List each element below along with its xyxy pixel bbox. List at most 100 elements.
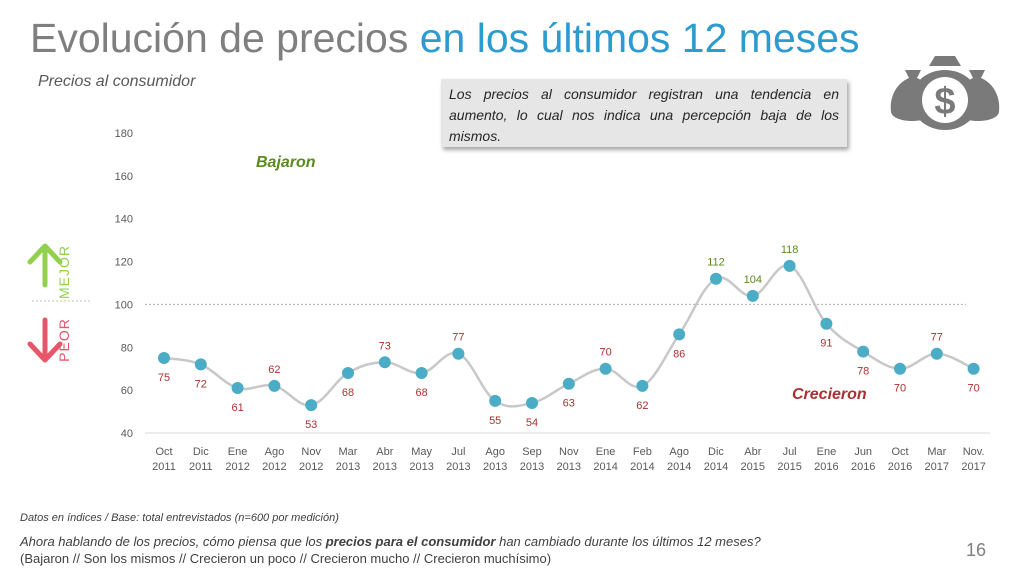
svg-text:$: $ [934,81,955,123]
x-tick-year: 2011 [189,461,213,473]
data-point [194,358,207,371]
x-tick-year: 2016 [851,461,875,473]
data-point [857,345,870,358]
y-tick-label: 160 [115,171,133,183]
page-number: 16 [966,540,987,560]
y-tick-label: 140 [115,214,133,226]
data-point [305,399,318,412]
x-tick-year: 2014 [593,461,617,473]
x-tick-month: Ene [596,446,616,458]
x-tick-year: 2016 [814,461,838,473]
x-tick-month: Oct [891,446,908,458]
data-label: 68 [415,387,427,399]
data-label: 70 [967,383,979,395]
x-tick-month: Feb [633,446,652,458]
data-label: 62 [636,400,648,412]
data-label: 91 [820,338,832,350]
peor-label: PEOR [56,318,72,362]
data-point [415,366,428,379]
x-tick-year: 2016 [888,461,912,473]
data-label: 53 [305,419,317,431]
x-tick-month: Abr [376,446,393,458]
page-title: Evolución de precios en los últimos 12 m… [30,18,860,59]
data-label: 72 [195,378,207,390]
x-tick-year: 2014 [704,461,728,473]
x-tick-month: Nov [559,446,579,458]
x-tick-month: Nov [301,446,321,458]
mejor-label: MEJOR [56,245,72,299]
annotation-crecieron: Crecieron [792,386,867,403]
x-tick-year: 2012 [299,461,323,473]
subtitle: Precios al consumidor [38,73,196,90]
data-label: 62 [268,364,280,376]
data-point [526,396,538,409]
data-label: 61 [231,402,243,414]
x-tick-year: 2017 [961,461,985,473]
data-point [268,379,281,392]
y-tick-label: 80 [121,342,133,354]
answer-options: (Bajaron // Son los mismos // Crecieron … [20,551,552,566]
x-tick-month: Ene [817,446,837,458]
data-label: 54 [526,417,538,429]
x-tick-month: Nov. [963,446,985,458]
x-tick-year: 2013 [336,461,360,473]
y-axis-ticks: 40 60 80 100 120 140 160 180 [115,128,133,440]
data-label: 73 [379,340,391,352]
y-tick-label: 180 [115,128,133,140]
data-point [599,362,612,375]
y-tick-label: 100 [115,299,133,311]
data-label: 86 [673,348,685,360]
x-tick-month: Ago [265,446,285,458]
data-label: 77 [931,332,943,344]
money-bags-icon: $ [890,56,1000,130]
data-point [158,351,170,364]
x-tick-year: 2015 [777,461,801,473]
data-label: 70 [894,383,906,395]
y-tick-label: 60 [121,385,133,397]
x-tick-year: 2013 [446,461,470,473]
title-accent: en los últimos 12 meses [419,15,860,61]
x-tick-year: 2015 [741,461,765,473]
data-label: 75 [158,372,170,384]
x-tick-month: Dic [708,446,724,458]
data-point [967,362,980,375]
x-tick-month: Mar [927,446,946,458]
data-point [231,381,244,394]
x-tick-month: Jul [451,446,465,458]
data-label: 55 [489,415,501,427]
data-point [930,347,943,360]
insight-note: Los precios al consumidor registran una … [441,79,847,147]
data-point [673,328,686,341]
x-axis-labels: Oct 2011 Dic 2011 Ene 2012 Ago 2012 Nov 2012 Mar 20… [152,446,986,473]
annotation-bajaron: Bajaron [256,154,316,171]
x-tick-month: Ago [485,446,505,458]
data-point [452,347,465,360]
x-tick-year: 2014 [667,461,691,473]
x-tick-year: 2013 [520,461,544,473]
x-tick-month: Ene [228,446,248,458]
x-tick-month: Jul [783,446,797,458]
title-main: Evolución de precios [30,15,420,61]
x-tick-year: 2012 [225,461,249,473]
data-point [820,317,833,330]
x-tick-month: Abr [744,446,761,458]
y-tick-label: 40 [121,428,133,440]
x-tick-year: 2013 [483,461,507,473]
question-text-bold: precios para el consumidor [325,534,496,549]
x-tick-month: Jun [854,446,872,458]
data-label: 63 [563,398,575,410]
x-tick-year: 2012 [262,461,286,473]
x-tick-month: Oct [155,446,172,458]
data-point [636,379,649,392]
x-tick-month: Ago [669,446,689,458]
data-point [746,289,759,302]
data-label: 78 [857,366,869,378]
x-tick-year: 2013 [373,461,397,473]
source-note: Datos en índices / Base: total entrevist… [20,512,339,524]
data-label: 70 [599,347,611,359]
x-tick-year: 2013 [557,461,581,473]
data-point [489,394,502,407]
data-point [894,362,906,375]
y-tick-label: 120 [115,257,133,269]
